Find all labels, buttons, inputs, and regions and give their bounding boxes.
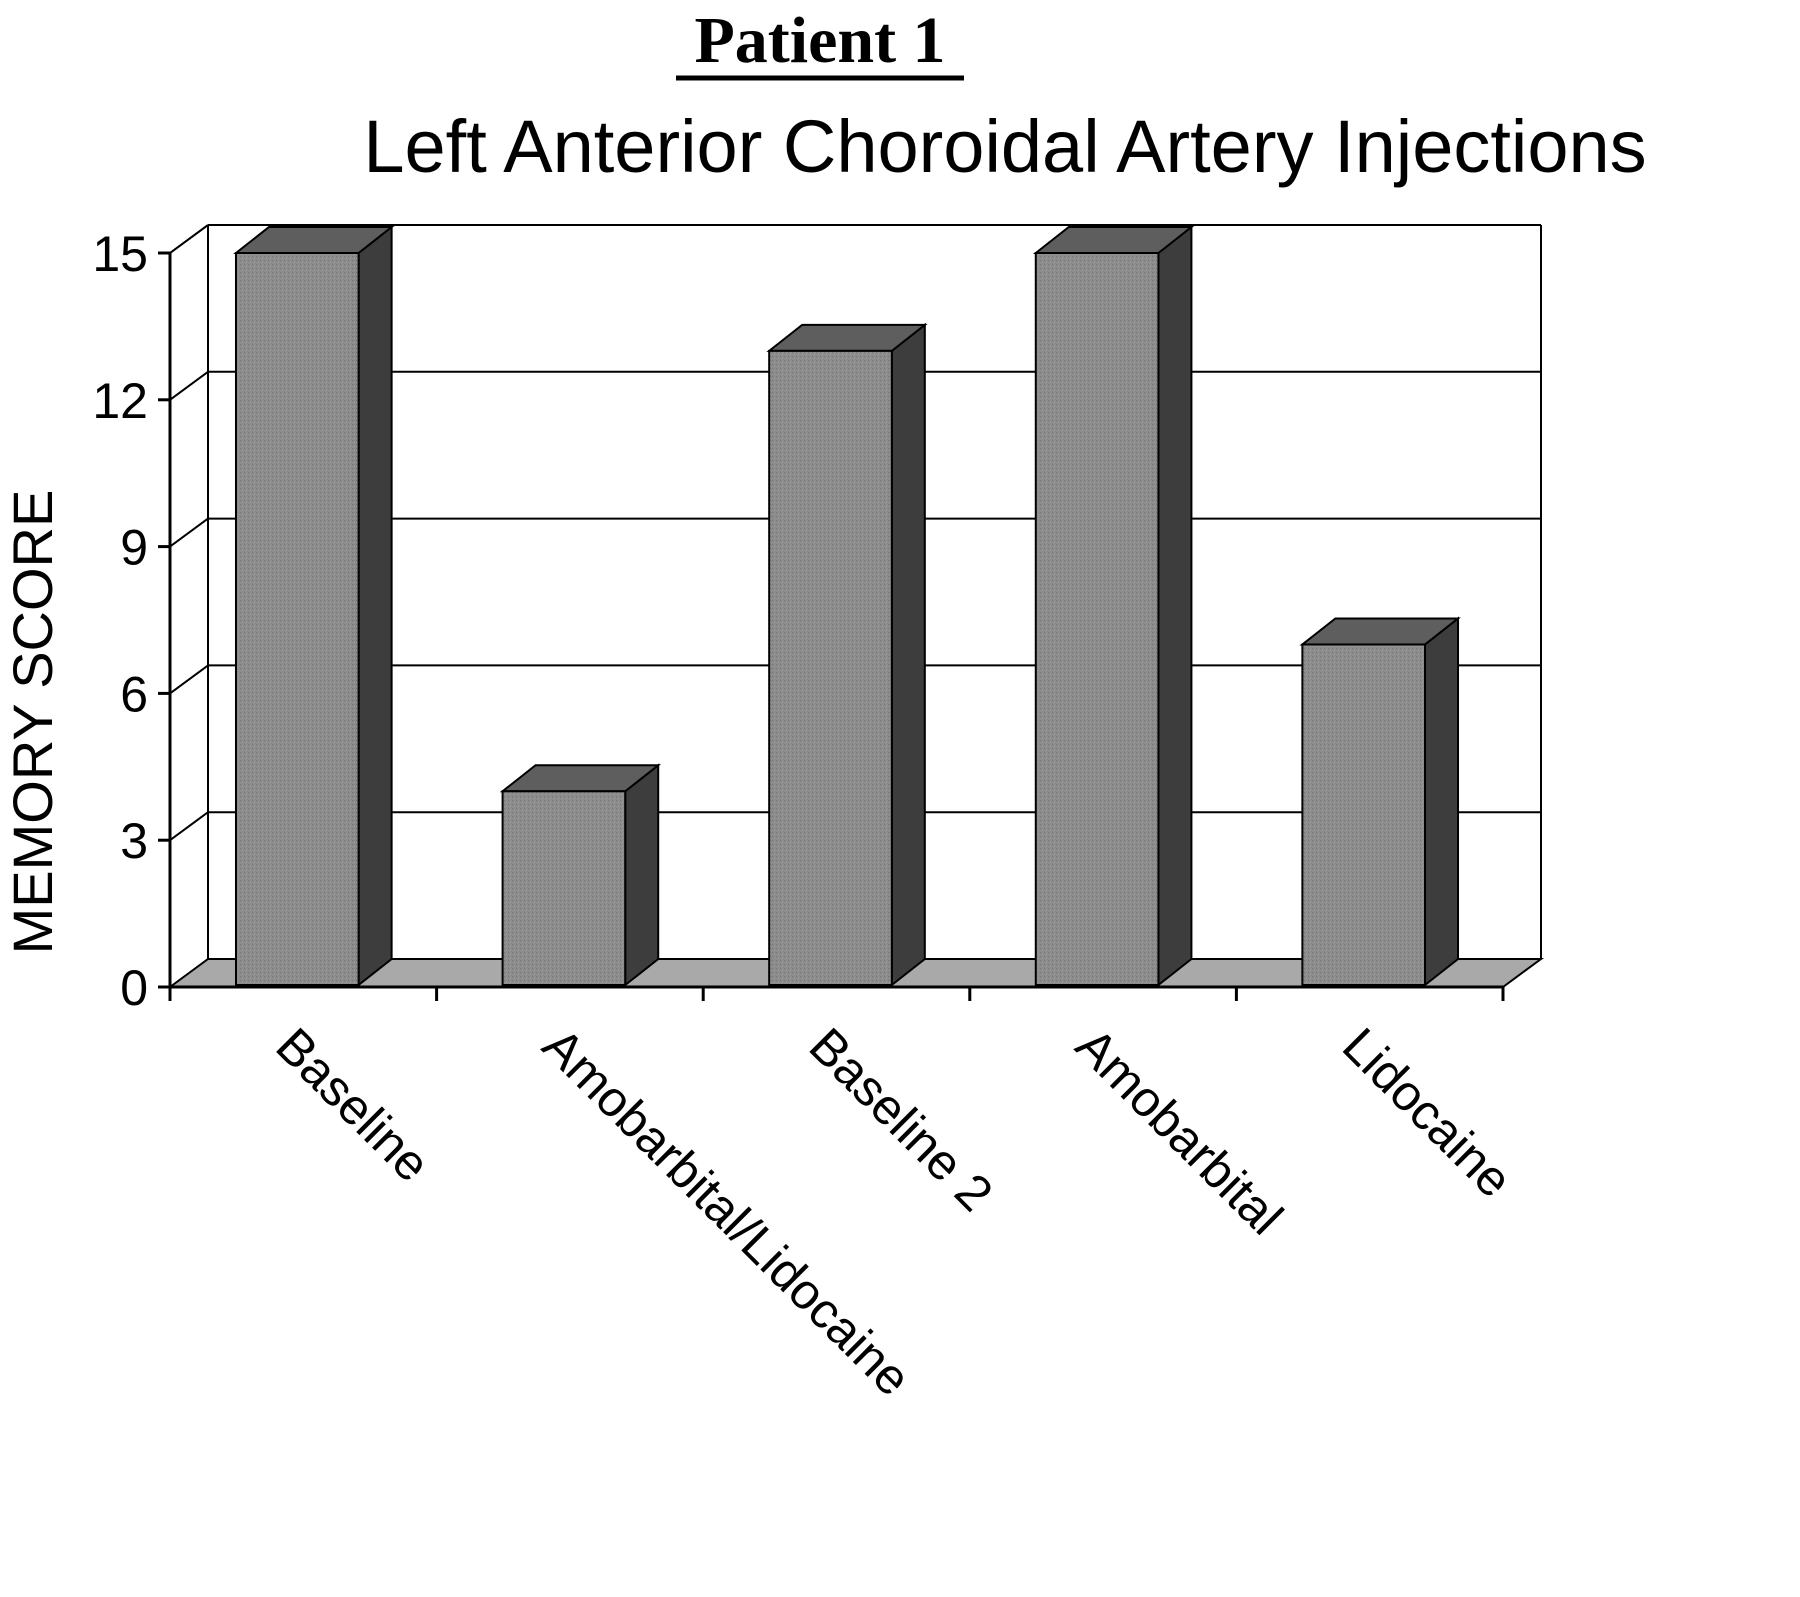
y-tick-label: 6 bbox=[120, 666, 148, 722]
y-axis-top-edge bbox=[169, 224, 209, 254]
gridline-side bbox=[169, 664, 209, 695]
bar-side bbox=[1157, 224, 1193, 988]
bar-baseline-2 bbox=[766, 322, 928, 988]
bar-amobarbital bbox=[1032, 224, 1195, 988]
chart-header: Patient 1 bbox=[694, 4, 945, 77]
y-tick-label: 15 bbox=[92, 226, 148, 282]
gridline-side bbox=[169, 370, 209, 401]
bar-lidocaine bbox=[1299, 616, 1461, 988]
y-tick-label: 12 bbox=[92, 373, 148, 429]
bar-side bbox=[624, 763, 660, 988]
x-tick-label: Baseline 2 bbox=[799, 1017, 1004, 1222]
bar-texture bbox=[1035, 253, 1159, 985]
bar-side bbox=[357, 224, 393, 988]
bar-texture bbox=[502, 791, 626, 985]
y-tick-label: 9 bbox=[120, 520, 148, 576]
x-tick-label: Baseline bbox=[266, 1017, 441, 1192]
gridline-side bbox=[169, 811, 209, 842]
bar-baseline bbox=[233, 224, 395, 988]
bar-side bbox=[1424, 616, 1460, 988]
bar-texture bbox=[235, 253, 359, 985]
x-tick-label: Amobarbital bbox=[1065, 1017, 1293, 1245]
y-tick-label: 3 bbox=[120, 813, 148, 869]
y-axis-label: MEMORY SCORE bbox=[1, 490, 64, 955]
bar-texture bbox=[769, 350, 892, 985]
bar-side bbox=[890, 322, 926, 988]
y-tick-label: 0 bbox=[120, 960, 148, 1016]
gridline-side bbox=[169, 517, 209, 548]
bar-texture bbox=[1302, 644, 1426, 985]
x-tick-label: Lidocaine bbox=[1332, 1017, 1523, 1208]
chart-title: Left Anterior Choroidal Artery Injection… bbox=[363, 105, 1646, 188]
bar-amobarbital-lidocaine bbox=[499, 763, 662, 988]
